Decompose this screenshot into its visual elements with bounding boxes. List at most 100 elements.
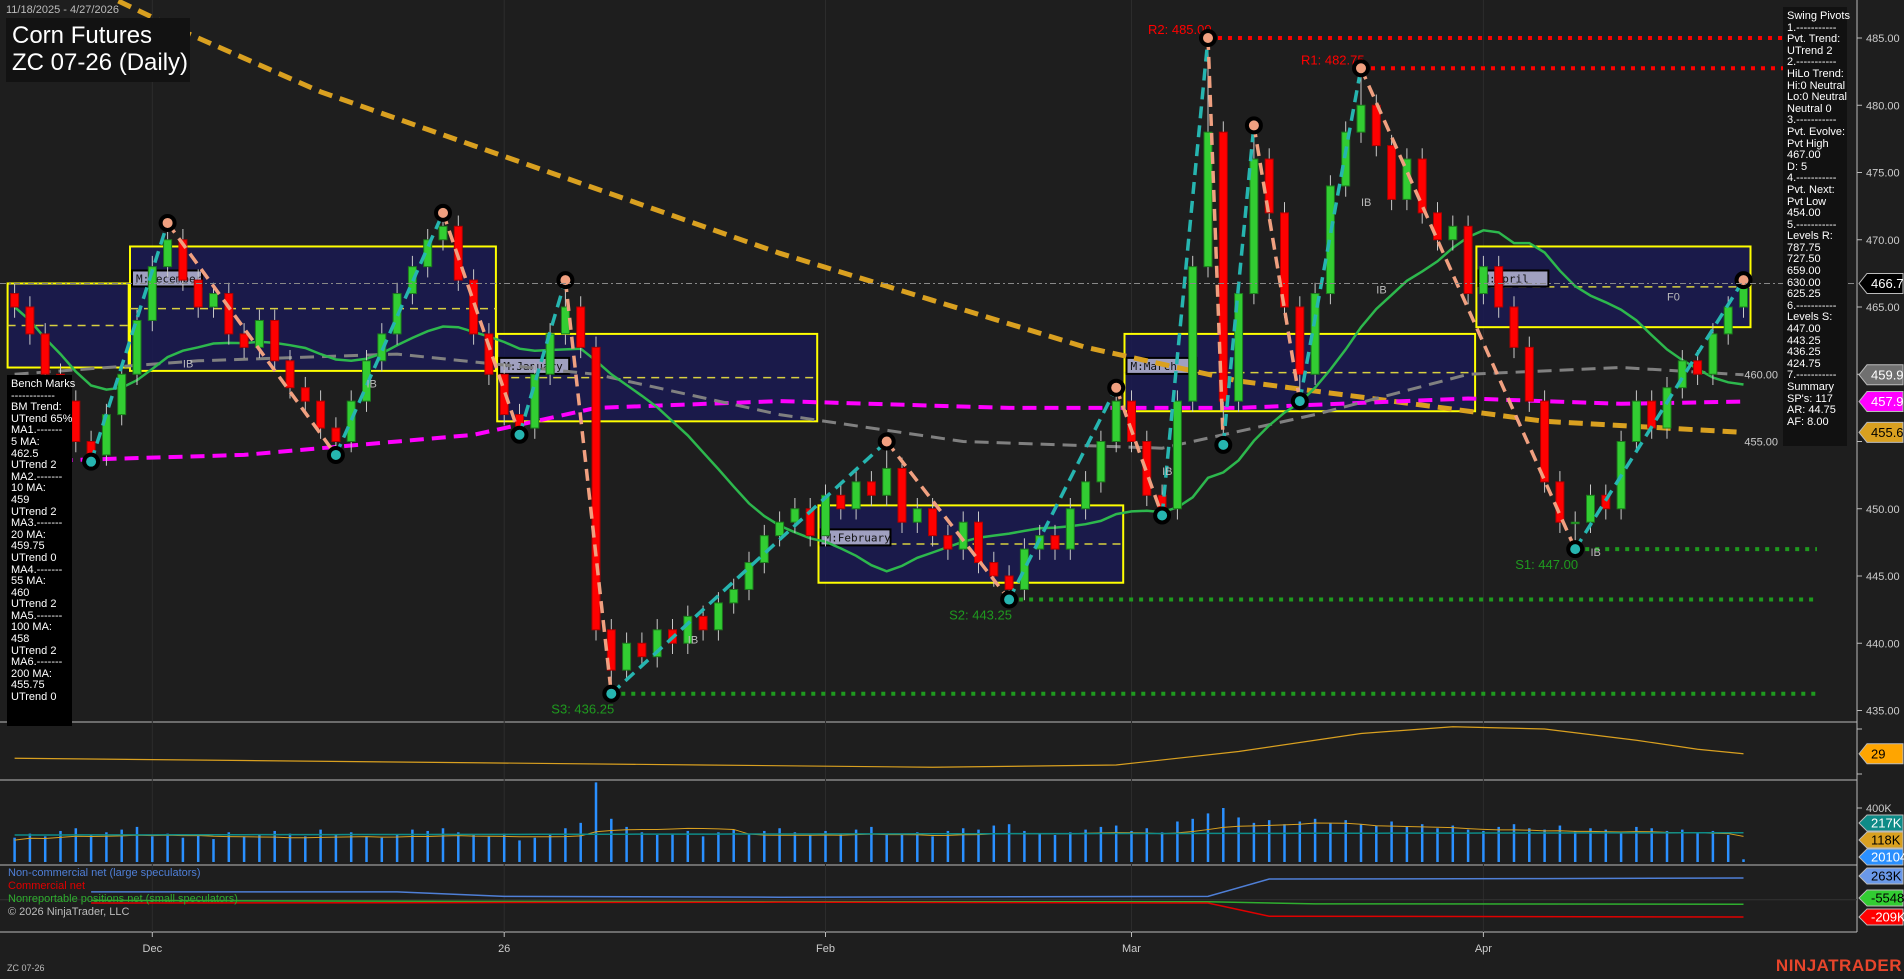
swing-line: [1359, 67, 1577, 550]
candle-body: [882, 467, 892, 496]
candle-body: [316, 400, 326, 429]
y-tick-label: 485.00: [1866, 33, 1900, 45]
swing-pivots-line: Pvt. Next:: [1787, 183, 1835, 196]
candle: [1172, 390, 1182, 520]
candle: [775, 511, 785, 547]
bench-marks-line: Bench Marks: [11, 378, 76, 390]
swing-line: [563, 279, 614, 694]
candle: [1524, 336, 1534, 412]
candle-body: [836, 494, 846, 510]
candle-body: [1280, 212, 1289, 308]
candle: [1662, 376, 1672, 439]
candle-body: [713, 602, 723, 631]
candle-body: [1127, 400, 1136, 442]
pivot-high-marker: [434, 203, 452, 222]
bench-marks-line: MA1.-------: [11, 424, 63, 437]
candle: [10, 282, 20, 318]
price-badge-text: 455.68: [1871, 425, 1904, 440]
y-tick-label: 465.00: [1866, 302, 1900, 314]
y-tick-label: 445.00: [1866, 571, 1900, 583]
bar-label: IB: [183, 359, 193, 371]
candle: [744, 551, 754, 601]
price-badge: 466.75: [1858, 272, 1904, 294]
candle: [729, 578, 739, 614]
pivot-high-marker: [556, 271, 575, 290]
swing-pivots-line: Summary: [1787, 381, 1835, 393]
candle: [484, 323, 494, 386]
pivot-high-marker: [1199, 29, 1217, 47]
swing-line: [885, 440, 1011, 601]
candle-body: [1448, 225, 1458, 241]
candle: [1631, 390, 1641, 453]
swing-line: [1114, 387, 1164, 517]
bar-label: IB: [367, 379, 377, 391]
bar-label: IB: [688, 634, 698, 646]
candle: [239, 323, 249, 359]
candle: [163, 222, 173, 278]
candle-body: [928, 508, 938, 537]
month-label-text: M:April: [1482, 272, 1528, 285]
bench-marks-line: 459: [11, 493, 30, 506]
candle-body: [1325, 185, 1335, 295]
bench-marks-line: 5 MA:: [11, 435, 40, 448]
cot-legend-commercial: Commercial net: [8, 880, 86, 892]
pivot-low-marker: [1153, 506, 1172, 525]
candle: [591, 336, 601, 641]
swing-line: [1206, 37, 1226, 445]
candle: [1264, 148, 1274, 224]
swing-pivots-line: HiLo Trend:: [1787, 67, 1844, 80]
price-badge-bg: [1858, 421, 1904, 443]
candle-body: [974, 521, 983, 564]
swing-pivots-line: 467.00: [1787, 149, 1821, 162]
candle: [805, 497, 815, 547]
candle-body: [254, 319, 264, 348]
bench-marks-line: MA5.-------: [11, 609, 63, 622]
candle-body: [1172, 400, 1182, 510]
candle-body: [132, 319, 142, 375]
candle-body: [1463, 225, 1473, 295]
swing-pivots-line: 5.-----------: [1787, 218, 1837, 231]
pivot-low-marker: [510, 425, 529, 444]
x-tick-label: Feb: [816, 943, 835, 955]
candle-body: [1524, 346, 1534, 402]
candle: [1295, 296, 1305, 402]
y-tick-label: 460.00: [1744, 369, 1778, 381]
candle-body: [729, 588, 739, 604]
bar-label: F0: [1667, 291, 1680, 303]
cot-badge-bg: [1858, 889, 1904, 907]
candle-body: [1019, 548, 1029, 590]
bench-marks-line: 100 MA:: [11, 621, 52, 634]
candle-body: [1570, 521, 1580, 525]
swing-line: [89, 222, 170, 463]
candle: [1325, 175, 1335, 305]
candle-body: [622, 642, 632, 671]
pivot-high-marker: [158, 213, 177, 232]
cot-badge-bg: [1858, 867, 1904, 885]
candle-body: [851, 481, 861, 510]
y-tick-label: 475.00: [1866, 168, 1900, 180]
candle: [1387, 134, 1397, 211]
price-badge-bg: [1858, 364, 1904, 386]
candle: [224, 282, 234, 345]
swing-line: [441, 212, 522, 436]
swing-line: [166, 221, 338, 456]
cot-legend-noncommercial: Non-commercial net (large speculators): [8, 867, 201, 879]
candle-body: [239, 333, 249, 348]
candle: [1478, 255, 1488, 305]
swing-pivots-line: 727.50: [1787, 253, 1821, 266]
candle: [912, 497, 922, 533]
candle: [1127, 390, 1136, 453]
candle-body: [530, 373, 540, 429]
candle: [974, 511, 983, 574]
candle: [1081, 471, 1091, 520]
bench-marks-line: 200 MA:: [11, 667, 52, 680]
candle-body: [147, 266, 157, 321]
cot-legend-nonreportable: Nonreportable positions net (small specu…: [8, 893, 238, 905]
candle: [530, 363, 540, 439]
candle: [1494, 255, 1504, 318]
candle: [1065, 497, 1075, 560]
y-tick-label: 450.00: [1866, 504, 1900, 516]
swing-pivots-line: AR: 44.75: [1787, 404, 1836, 417]
bench-marks-line: UTrend 2: [11, 598, 57, 611]
